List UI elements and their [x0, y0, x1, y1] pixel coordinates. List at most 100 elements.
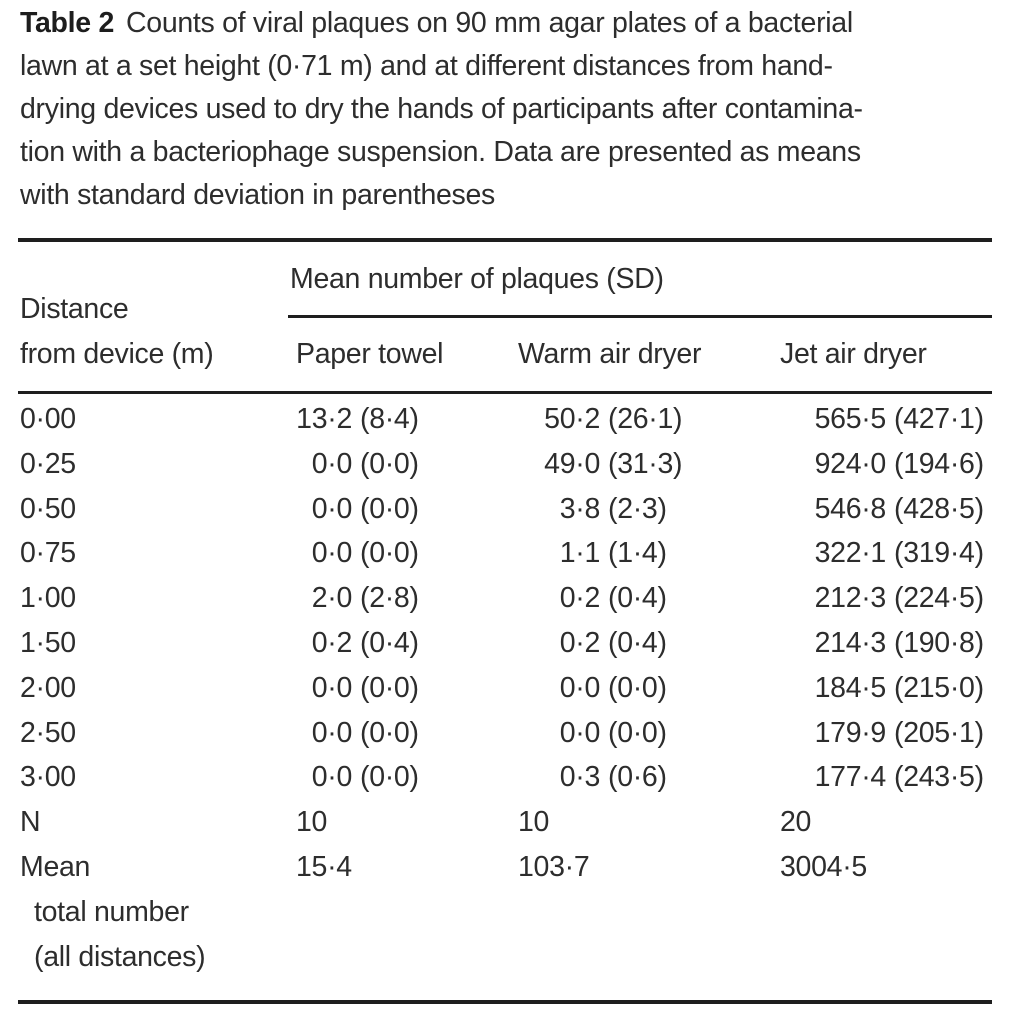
warm-air-dryer-cell: 0·0 (0·0)	[518, 711, 780, 756]
distance-cell: 2·00	[20, 671, 76, 704]
header-bottom-rule	[18, 391, 992, 394]
sd-value: (0·0)	[608, 671, 667, 704]
data-table: Mean number of plaques (SD) Distance fro…	[18, 238, 992, 1005]
sd-value: (0·0)	[360, 761, 419, 794]
mean-value: 546·8	[814, 492, 887, 525]
table-row: 3·00 0·0 (0·0) 0·3 (0·6) 177·4 (243·5)	[18, 755, 992, 800]
table-row: 0·75 0·0 (0·0) 1·1 (1·4) 322·1 (319·4)	[18, 531, 992, 576]
jet-air-dryer-mean-total: 3004·5	[780, 850, 867, 883]
mean-value: 3·8	[559, 492, 601, 525]
sd-value: (0·0)	[608, 716, 667, 749]
mean-value: 214·3	[814, 626, 887, 659]
distance-cell: 0·50	[20, 492, 76, 525]
caption-line: drying devices used to dry the hands of …	[20, 93, 863, 125]
row-label-continuation: total number	[34, 895, 189, 928]
paper-towel-cell: 0·0 (0·0)	[296, 531, 518, 576]
mean-value: 565·5	[814, 403, 887, 435]
sd-value: (0·6)	[608, 761, 667, 794]
paper-towel-cell: 0·2 (0·4)	[296, 621, 518, 666]
jet-air-dryer-cell: 322·1 (319·4)	[780, 531, 992, 576]
caption-text: Counts of viral plaques on 90 mm agar pl…	[126, 7, 853, 39]
mean-value: 0·0	[311, 716, 353, 749]
sd-value: (2·8)	[360, 582, 419, 615]
table-row: 2·50 0·0 (0·0) 0·0 (0·0) 179·9 (205·1)	[18, 711, 992, 756]
table-row-mean-total: Mean 15·4 103·7 3004·5	[18, 845, 992, 890]
sd-value: (190·8)	[894, 626, 984, 659]
warm-air-dryer-cell: 0·2 (0·4)	[518, 576, 780, 621]
sd-value: (0·4)	[360, 626, 419, 659]
distance-cell: 1·00	[20, 582, 76, 615]
paper-towel-mean-total: 15·4	[296, 850, 352, 883]
mean-value: 0·0	[311, 671, 353, 704]
caption-line: Table 2 Counts of viral plaques on 90 mm …	[20, 2, 863, 45]
mean-value: 177·4	[814, 761, 887, 794]
paper-towel-n: 10	[296, 806, 328, 839]
warm-air-dryer-cell: 0·0 (0·0)	[518, 666, 780, 711]
table-row-label-continuation: total number	[18, 890, 992, 935]
table-row: 0·00 13·2 (8·4) 50·2 (26·1) 565·5 (427·1)	[18, 397, 992, 442]
sd-value: (319·4)	[894, 537, 984, 570]
column-header-warm-air-dryer: Warm air dryer	[518, 338, 702, 370]
table-header: Mean number of plaques (SD) Distance fro…	[18, 242, 992, 391]
mean-value: 13·2	[296, 403, 352, 435]
table-row-label-continuation: (all distances)	[18, 935, 992, 980]
table-number-label: Table 2	[20, 7, 114, 39]
mean-value: 49·0	[544, 447, 600, 480]
column-header-paper-towel: Paper towel	[296, 338, 444, 370]
mean-value: 212·3	[814, 582, 887, 615]
paper-towel-cell: 0·0 (0·0)	[296, 442, 518, 487]
table-row: 1·50 0·2 (0·4) 0·2 (0·4) 214·3 (190·8)	[18, 621, 992, 666]
row-header-title: Distance	[20, 293, 129, 325]
table-body: 0·00 13·2 (8·4) 50·2 (26·1) 565·5 (427·1) 0…	[18, 394, 992, 979]
group-header-rule	[288, 315, 992, 318]
caption-line: with standard deviation in parentheses	[20, 179, 495, 211]
mean-value: 0·2	[311, 626, 353, 659]
paper-towel-cell: 0·0 (0·0)	[296, 666, 518, 711]
paper-towel-cell: 2·0 (2·8)	[296, 576, 518, 621]
table-caption: Table 2 Counts of viral plaques on 90 mm …	[20, 2, 863, 217]
mean-value: 184·5	[814, 671, 887, 704]
jet-air-dryer-cell: 179·9 (205·1)	[780, 711, 992, 756]
jet-air-dryer-cell: 565·5 (427·1)	[780, 397, 992, 442]
table-row-n: N 10 10 20	[18, 800, 992, 845]
table-row: 2·00 0·0 (0·0) 0·0 (0·0) 184·5 (215·0)	[18, 666, 992, 711]
mean-value: 0·2	[559, 626, 601, 659]
mean-value: 179·9	[814, 716, 887, 749]
distance-cell: 2·50	[20, 716, 76, 749]
jet-air-dryer-cell: 924·0 (194·6)	[780, 442, 992, 487]
sd-value: (428·5)	[894, 492, 984, 525]
table-top-rule	[18, 238, 992, 242]
paper-towel-cell: 13·2 (8·4)	[296, 397, 518, 442]
sd-value: (0·4)	[608, 582, 667, 615]
warm-air-dryer-cell: 1·1 (1·4)	[518, 531, 780, 576]
jet-air-dryer-cell: 546·8 (428·5)	[780, 487, 992, 532]
distance-cell: 1·50	[20, 626, 76, 659]
distance-cell: 0·00	[20, 403, 76, 435]
sd-value: (0·0)	[360, 492, 419, 525]
warm-air-dryer-n: 10	[518, 806, 550, 839]
warm-air-dryer-cell: 3·8 (2·3)	[518, 487, 780, 532]
sd-value: (0·0)	[360, 537, 419, 570]
mean-value: 924·0	[814, 447, 887, 480]
sd-value: (215·0)	[894, 671, 984, 704]
distance-cell: 0·25	[20, 447, 76, 480]
paper-towel-cell: 0·0 (0·0)	[296, 711, 518, 756]
mean-value: 2·0	[311, 582, 353, 615]
sd-value: (0·0)	[360, 716, 419, 749]
row-label: N	[20, 806, 41, 839]
warm-air-dryer-cell: 0·3 (0·6)	[518, 755, 780, 800]
sd-value: (427·1)	[894, 403, 984, 435]
group-column-header: Mean number of plaques (SD)	[290, 263, 664, 295]
sd-value: (0·0)	[360, 447, 419, 480]
warm-air-dryer-mean-total: 103·7	[518, 850, 590, 883]
row-label-continuation: (all distances)	[34, 940, 206, 973]
mean-value: 1·1	[559, 537, 601, 570]
jet-air-dryer-n: 20	[780, 806, 812, 839]
mean-value: 322·1	[814, 537, 887, 570]
table-row: 0·50 0·0 (0·0) 3·8 (2·3) 546·8 (428·5)	[18, 487, 992, 532]
row-header-title: from device (m)	[20, 338, 214, 370]
mean-value: 0·0	[311, 537, 353, 570]
mean-value: 0·0	[559, 716, 601, 749]
sd-value: (2·3)	[608, 492, 667, 525]
